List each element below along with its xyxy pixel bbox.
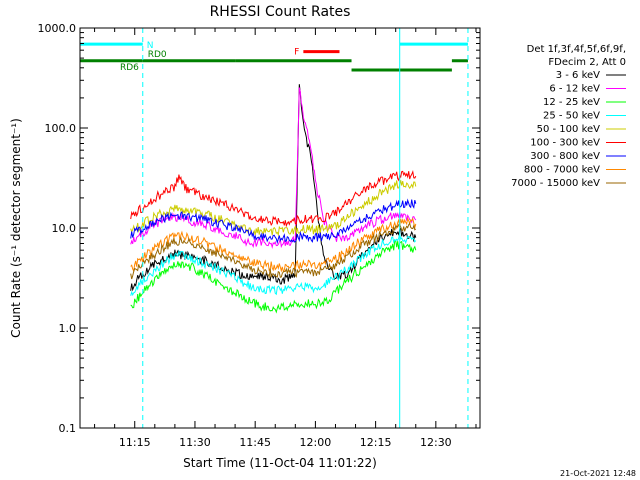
state-label-rd0: RD0 [148, 50, 167, 60]
state-bars: N F RD0 RD6 [80, 41, 468, 73]
legend: Det 1f,3f,4f,5f,6f,9f, FDecim 2, Att 0 3 -… [511, 44, 626, 189]
y-tick-label: 1000.0 [38, 22, 77, 35]
series-lines [130, 84, 417, 314]
x-tick-label: 11:30 [179, 436, 211, 449]
y-tick-label: 1.0 [59, 322, 77, 335]
series-line-25-50-kev [130, 233, 417, 297]
footer-timestamp: 21-Oct-2021 12:48 [560, 469, 636, 478]
legend-entry: 3 - 6 keV [556, 70, 600, 81]
legend-entry: 12 - 25 keV [543, 97, 600, 108]
x-tick-label: 11:45 [239, 436, 271, 449]
legend-entry: 25 - 50 keV [543, 111, 600, 122]
x-tick-label: 12:00 [300, 436, 332, 449]
legend-header: Det 1f,3f,4f,5f,6f,9f, [527, 44, 626, 55]
y-tick-label: 0.1 [59, 422, 77, 435]
series-line-50-100-kev [130, 180, 417, 237]
y-tick-label: 10.0 [52, 222, 77, 235]
x-tick-label: 12:15 [360, 436, 392, 449]
series-line-7000-15000-kev [130, 222, 417, 280]
series-line-800-7000-kev [130, 216, 417, 273]
series-line-100-300-kev [130, 170, 417, 228]
state-label-n: N [147, 41, 154, 51]
legend-entry: 100 - 300 keV [530, 138, 600, 149]
legend-entry: 300 - 800 keV [530, 151, 600, 162]
chart-title: RHESSI Count Rates [210, 4, 351, 20]
legend-header: FDecim 2, Att 0 [548, 57, 626, 68]
legend-entry: 800 - 7000 keV [524, 165, 600, 176]
series-line-12-25-kev [130, 239, 417, 314]
state-label-rd6: RD6 [120, 63, 139, 73]
axis-ticks: 11:15 11:30 11:45 12:00 12:15 12:30 0.1 1.0 10.0… [38, 22, 480, 449]
legend-entry: 50 - 100 keV [537, 124, 601, 135]
series-line-300-800-kev [130, 198, 417, 245]
legend-entry: 7000 - 15000 keV [511, 178, 600, 189]
y-tick-label: 100.0 [45, 122, 77, 135]
x-tick-label: 12:30 [420, 436, 452, 449]
legend-entry: 6 - 12 keV [549, 84, 600, 95]
x-tick-label: 11:15 [119, 436, 151, 449]
y-axis-label: Count Rate (s⁻¹ detector segment⁻¹) [9, 118, 23, 338]
state-label-f: F [294, 48, 299, 58]
x-axis-label: Start Time (11-Oct-04 11:01:22) [183, 456, 377, 470]
